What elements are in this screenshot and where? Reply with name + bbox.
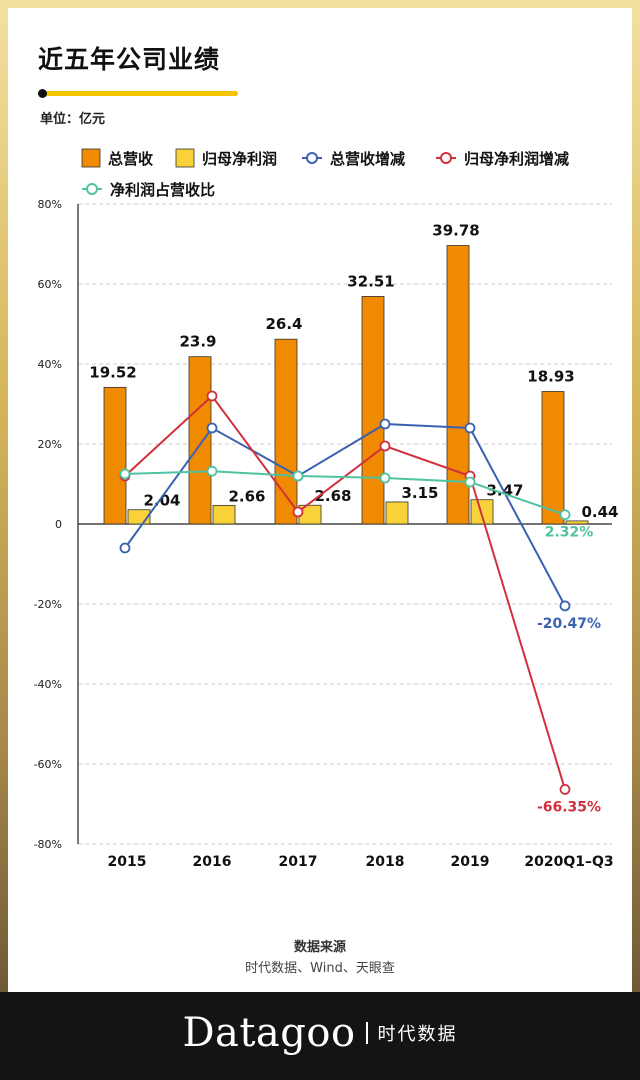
bar [446,245,470,525]
brand-separator [365,1022,368,1044]
bar [470,499,494,525]
source-text: 时代数据、Wind、天眼查 [245,961,395,976]
series-point [559,509,571,521]
legend-label: 归母净利润增减 [464,150,569,168]
y-tick-label: 60% [38,278,62,291]
x-tick-label: 2017 [279,854,318,870]
bar-value-label: 23.9 [179,333,216,351]
y-tick-label: -60% [34,758,62,771]
y-tick-label: 20% [38,438,62,451]
brand-name: Datagoo [182,1010,356,1056]
legend-swatch [175,148,195,168]
y-tick-label: 80% [38,198,62,211]
chart-title: 近五年公司业绩 [38,45,221,74]
bar [385,501,409,525]
title-underline [38,91,238,96]
series-point [464,476,476,488]
bar [274,338,298,525]
x-tick-label: 2019 [451,854,490,870]
y-tick-label: 40% [38,358,62,371]
series-point [559,784,571,795]
bar-value-label: 0.44 [581,503,618,521]
series-point [464,422,476,434]
series-line [124,470,566,516]
x-tick-label: 2020Q1–Q3 [524,854,613,870]
series-point [206,465,218,477]
x-tick-label: 2018 [366,854,405,870]
bar-value-label: 3.15 [401,484,438,502]
legend-label: 归母净利润 [202,150,277,168]
bar [212,504,236,525]
legend-marker [440,152,452,164]
bar-value-label: 26.4 [265,315,302,333]
bar-value-label: 32.51 [347,272,394,290]
y-tick-label: -20% [34,598,62,611]
brand-logo: Datagoo 时代数据 [0,1010,640,1056]
series-point [206,422,218,434]
series-point [119,468,131,480]
series-point [206,390,218,402]
bar-value-label: 18.93 [527,367,574,385]
series-line [124,422,566,607]
legend-swatch [81,148,101,168]
legend-label: 总营收增减 [330,150,405,168]
series-point [379,472,391,484]
series-point [292,506,304,518]
legend-label: 总营收 [108,150,153,168]
series-end-label: 2.32% [545,525,594,541]
series-point [119,542,131,554]
legend-label: 净利润占营收比 [110,181,215,199]
series-end-label: -20.47% [537,616,601,632]
bar [565,520,589,525]
title-underline-dot [38,89,47,98]
series-point [559,600,571,612]
bar [541,391,565,525]
bar-value-label: 19.52 [89,363,136,381]
bar [361,296,385,525]
unit-label: 单位：亿元 [40,112,106,127]
series-line [124,394,566,790]
series-point [379,440,391,452]
series-point [379,418,391,430]
x-tick-label: 2016 [193,854,232,870]
legend-marker [86,183,98,195]
series-end-label: -66.35% [537,799,601,815]
bar [188,356,212,525]
bar [103,386,127,525]
bar-value-label: 3.47 [486,482,523,500]
series-point [292,470,304,482]
y-tick-label: -40% [34,678,62,691]
source-title: 数据来源 [293,940,346,955]
footer-bar [0,992,640,1080]
legend-marker [306,152,318,164]
y-tick-label: 0 [55,518,62,531]
bar-value-label: 2.66 [228,487,265,505]
bar-value-label: 39.78 [432,222,479,240]
bar-value-label: 2.04 [143,492,180,510]
y-tick-label: -80% [34,838,62,851]
brand-cn: 时代数据 [377,1024,458,1045]
x-tick-label: 2015 [108,854,147,870]
